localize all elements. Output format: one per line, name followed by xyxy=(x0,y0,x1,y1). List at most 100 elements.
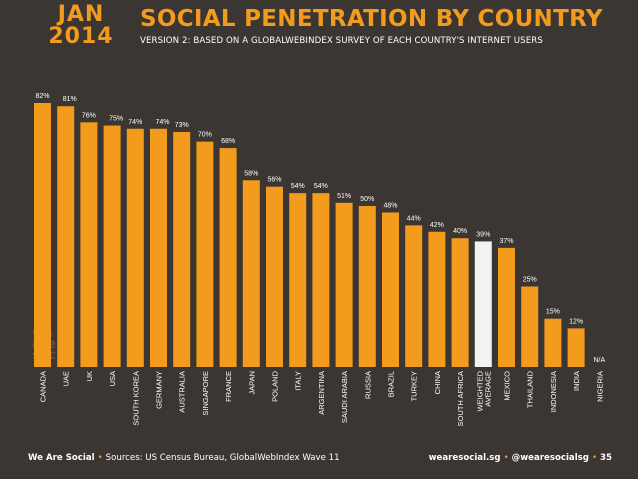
category-label: BRAZIL xyxy=(387,371,396,397)
bar xyxy=(103,125,121,367)
footer-page-number: 35 xyxy=(600,453,612,463)
category-label: UK xyxy=(85,371,94,381)
footer-links: wearesocial.sg • @wearesocialsg • 35 xyxy=(429,453,612,463)
category-label-line: USA xyxy=(108,371,117,386)
category-label-line: ARGENTINA xyxy=(317,371,326,415)
data-label: 73% xyxy=(175,122,189,129)
category-label-line: MEXICO xyxy=(503,371,512,401)
category-label: RUSSIA xyxy=(363,371,372,399)
bar xyxy=(312,193,330,367)
category-label-line: JAPAN xyxy=(247,371,256,395)
data-label: 50% xyxy=(360,196,374,203)
date-month: JAN xyxy=(57,2,105,27)
category-label: AUSTRALIA xyxy=(178,371,187,413)
bar xyxy=(474,241,492,367)
category-label: SOUTH KOREA xyxy=(131,371,140,426)
category-label-line: INDIA xyxy=(572,371,581,391)
category-label: USA xyxy=(108,371,117,386)
data-label: 74% xyxy=(128,119,142,126)
footer-sources-text: Sources: US Census Bureau, GlobalWebInde… xyxy=(105,453,340,463)
bar xyxy=(428,231,446,367)
bar xyxy=(498,247,515,367)
bar xyxy=(335,202,353,367)
data-label: 12% xyxy=(569,318,583,325)
footer-separator-dot: • xyxy=(591,453,598,463)
data-label: 25% xyxy=(523,277,537,284)
bar xyxy=(80,122,98,367)
page-subtitle: VERSION 2: BASED ON A GLOBALWEBINDEX SUR… xyxy=(140,36,543,46)
bar xyxy=(196,141,214,367)
page-title: SOCIAL PENETRATION BY COUNTRY xyxy=(140,6,603,32)
data-label: 76% xyxy=(82,112,96,119)
category-label-line: SAUDI ARABIA xyxy=(340,371,349,423)
category-label: SINGAPORE xyxy=(201,371,210,416)
category-label-line: AVERAGE xyxy=(483,371,492,407)
data-label: 44% xyxy=(407,215,421,222)
category-label-line: UK xyxy=(85,371,94,381)
category-label-line: BRAZIL xyxy=(387,371,396,397)
category-label-line: ITALY xyxy=(294,371,303,391)
data-label: 81% xyxy=(63,96,77,103)
category-label: SOUTH AFRICA xyxy=(456,371,465,426)
category-label-line: SOUTH AFRICA xyxy=(456,371,465,426)
footer-site[interactable]: wearesocial.sg xyxy=(428,453,501,463)
category-label: FRANCE xyxy=(224,371,233,402)
category-label: MEXICO xyxy=(503,371,512,401)
category-label: SAUDI ARABIA xyxy=(340,371,349,423)
category-label: INDONESIA xyxy=(549,371,558,412)
bar xyxy=(173,131,191,367)
data-label: 39% xyxy=(476,231,490,238)
data-label: 51% xyxy=(337,193,351,200)
data-label: 75% xyxy=(109,116,123,123)
category-label-line: SINGAPORE xyxy=(201,371,210,416)
category-label: UAE xyxy=(62,371,71,386)
bar xyxy=(150,128,167,367)
bar xyxy=(219,148,237,367)
category-label-line: SOUTH KOREA xyxy=(131,371,140,426)
bar xyxy=(451,238,469,367)
category-label: POLAND xyxy=(271,370,280,401)
bar xyxy=(544,318,562,367)
category-label-line: AUSTRALIA xyxy=(178,371,187,413)
data-label: 42% xyxy=(430,222,444,229)
category-label: ITALY xyxy=(294,371,303,391)
bar xyxy=(567,328,585,367)
footer-separator-dot: • xyxy=(97,453,103,463)
category-label-line: THAILAND xyxy=(526,370,535,408)
category-label-line: WEIGHTED xyxy=(475,370,484,411)
data-label: 56% xyxy=(267,177,281,184)
category-label-line: INDONESIA xyxy=(549,371,558,412)
category-label: NIGERIA xyxy=(595,371,604,402)
category-label: CHINA xyxy=(433,371,442,394)
bar xyxy=(57,106,75,367)
bar xyxy=(382,212,399,367)
data-label: 68% xyxy=(221,138,235,145)
data-label: 48% xyxy=(383,202,397,209)
bar xyxy=(358,206,376,367)
category-label: CANADA xyxy=(39,371,48,402)
category-label-line: TURKEY xyxy=(410,371,419,401)
bar xyxy=(242,180,260,367)
category-label-line: CANADA xyxy=(39,371,48,402)
category-label-line: UAE xyxy=(62,371,71,386)
date-year: 2014 xyxy=(48,24,114,49)
category-label-line: RUSSIA xyxy=(363,371,372,399)
category-label: WEIGHTEDAVERAGE xyxy=(475,370,492,411)
bar xyxy=(34,103,51,367)
bar xyxy=(126,128,144,367)
data-label: N/A xyxy=(593,357,605,364)
data-label: 15% xyxy=(546,309,560,316)
footer-brand: We Are Social xyxy=(28,453,95,463)
bar xyxy=(521,286,539,367)
bar xyxy=(266,186,283,367)
footer-separator-dot: • xyxy=(503,453,509,463)
bar xyxy=(405,225,423,367)
bar xyxy=(289,193,307,367)
category-label-line: POLAND xyxy=(271,370,280,401)
data-label: 54% xyxy=(291,183,305,190)
category-label-line: FRANCE xyxy=(224,371,233,402)
footer-handle[interactable]: @wearesocialsg xyxy=(511,453,589,463)
category-label: ARGENTINA xyxy=(317,371,326,415)
data-label: 70% xyxy=(198,132,212,139)
